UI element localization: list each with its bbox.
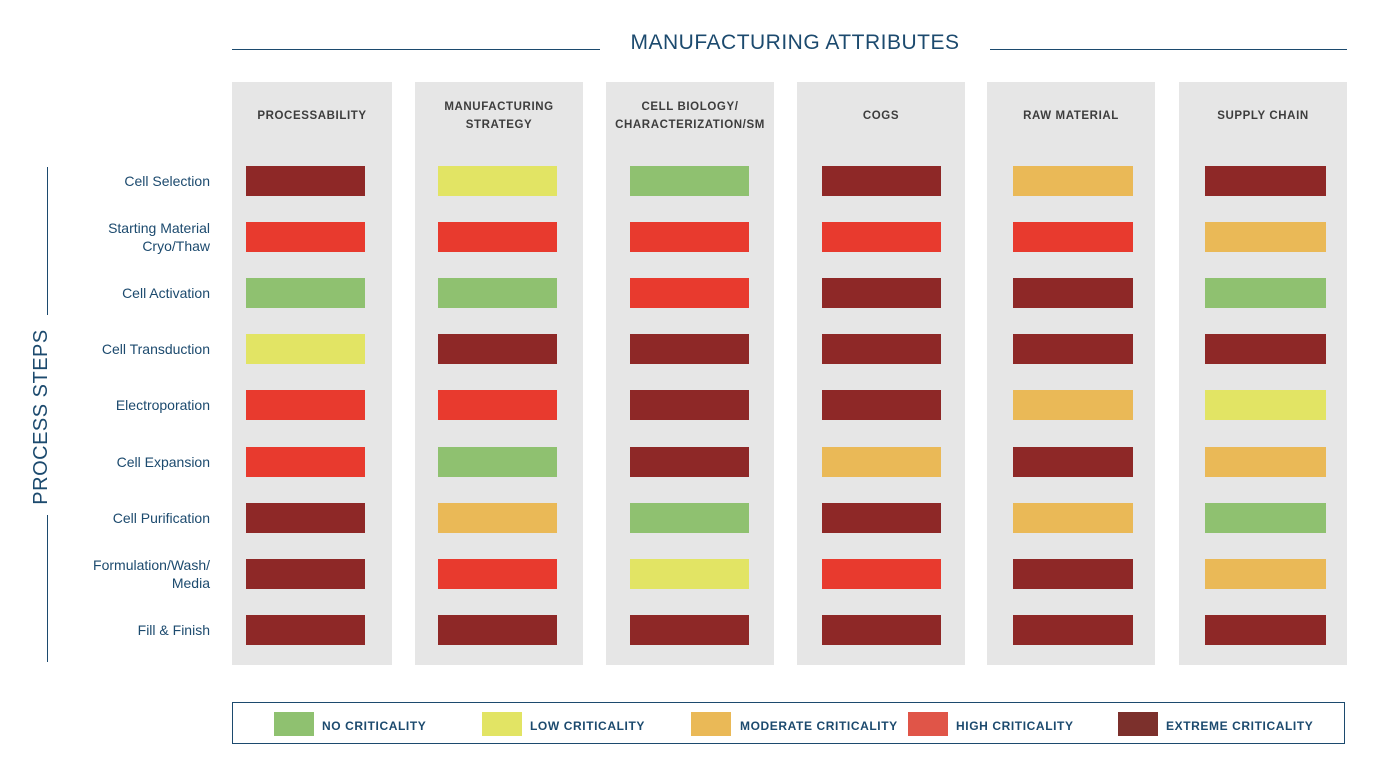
legend-label-extreme: EXTREME CRITICALITY — [1166, 719, 1314, 733]
cell-cell-purification-cell-biology-characterization-sm-no — [630, 503, 749, 533]
cell-formulation-wash-media-cogs-high — [822, 559, 941, 589]
cell-cell-purification-raw-material-moderate — [1013, 503, 1133, 533]
legend-label-low: LOW CRITICALITY — [530, 719, 645, 733]
cell-fill-finish-cogs-extreme — [822, 615, 941, 645]
cell-cell-transduction-cogs-extreme — [822, 334, 941, 364]
cell-cell-activation-supply-chain-no — [1205, 278, 1326, 308]
legend-label-no: NO CRITICALITY — [322, 719, 427, 733]
row-label-starting-material-cryo-thaw: Starting Material Cryo/Thaw — [108, 220, 210, 255]
row-label-cell-expansion: Cell Expansion — [116, 453, 210, 470]
side-rule-bottom — [47, 515, 48, 662]
cell-cell-purification-processability-extreme — [246, 503, 365, 533]
cell-cell-purification-cogs-extreme — [822, 503, 941, 533]
column-header-cogs: COGS — [862, 110, 900, 122]
legend-swatch-moderate — [691, 712, 731, 736]
row-label-cell-purification: Cell Purification — [112, 509, 210, 526]
cell-formulation-wash-media-cell-biology-characterization-sm-low — [630, 559, 749, 589]
cell-cell-expansion-raw-material-extreme — [1013, 447, 1133, 477]
cell-electroporation-cogs-extreme — [822, 390, 941, 420]
cell-cell-expansion-processability-high — [246, 447, 365, 477]
cell-cell-purification-manufacturing-strategy-moderate — [438, 503, 557, 533]
row-label-cell-activation: Cell Activation — [122, 285, 210, 302]
cell-formulation-wash-media-processability-extreme — [246, 559, 365, 589]
legend-label-moderate: MODERATE CRITICALITY — [740, 719, 898, 733]
row-label-cell-transduction: Cell Transduction — [101, 341, 210, 358]
cell-cell-transduction-raw-material-extreme — [1013, 334, 1133, 364]
cell-cell-expansion-manufacturing-strategy-no — [438, 447, 557, 477]
title-rule-left — [232, 49, 615, 50]
cell-formulation-wash-media-manufacturing-strategy-high — [438, 559, 557, 589]
row-label-cell-selection: Cell Selection — [124, 173, 210, 189]
cell-cell-transduction-supply-chain-extreme — [1205, 334, 1326, 364]
legend-swatch-high — [908, 712, 948, 736]
row-label-fill-finish: Fill & Finish — [137, 621, 210, 638]
legend-swatch-extreme — [1118, 712, 1158, 736]
cell-starting-material-cryo-thaw-supply-chain-moderate — [1205, 222, 1326, 252]
cell-electroporation-manufacturing-strategy-high — [438, 390, 557, 420]
column-header-supply-chain: SUPPLY CHAIN — [1217, 110, 1309, 122]
legend-swatch-no — [274, 712, 314, 736]
cell-cell-transduction-cell-biology-characterization-sm-extreme — [630, 334, 749, 364]
cell-fill-finish-manufacturing-strategy-extreme — [438, 615, 557, 645]
legend-label-high: HIGH CRITICALITY — [956, 719, 1074, 733]
side-rule-top — [47, 167, 48, 315]
cell-cell-activation-manufacturing-strategy-no — [438, 278, 557, 308]
cell-fill-finish-supply-chain-extreme — [1205, 615, 1326, 645]
cell-cell-activation-raw-material-extreme — [1013, 278, 1133, 308]
title-rule-right — [977, 49, 1347, 50]
cell-fill-finish-processability-extreme — [246, 615, 365, 645]
cell-fill-finish-raw-material-extreme — [1013, 615, 1133, 645]
cell-formulation-wash-media-supply-chain-moderate — [1205, 559, 1326, 589]
cell-electroporation-supply-chain-low — [1205, 390, 1326, 420]
cell-cell-expansion-cell-biology-characterization-sm-extreme — [630, 447, 749, 477]
row-label-formulation-wash-media: Formulation/Wash/ Media — [93, 556, 210, 591]
cell-cell-selection-manufacturing-strategy-low — [438, 166, 557, 196]
cell-starting-material-cryo-thaw-processability-high — [246, 222, 365, 252]
cell-starting-material-cryo-thaw-manufacturing-strategy-high — [438, 222, 557, 252]
cell-electroporation-processability-high — [246, 390, 365, 420]
chart-title: MANUFACTURING ATTRIBUTES — [600, 31, 990, 55]
legend-swatch-low — [482, 712, 522, 736]
cell-cell-expansion-cogs-moderate — [822, 447, 941, 477]
cell-cell-activation-cogs-extreme — [822, 278, 941, 308]
row-label-electroporation: Electroporation — [115, 397, 210, 414]
cell-electroporation-raw-material-moderate — [1013, 390, 1133, 420]
cell-cell-selection-supply-chain-extreme — [1205, 166, 1326, 196]
legend — [232, 702, 1345, 744]
column-header-manufacturing-strategy: MANUFACTURING STRATEGY — [444, 101, 554, 131]
cell-cell-purification-supply-chain-no — [1205, 503, 1326, 533]
side-title: PROCESS STEPS — [30, 329, 52, 505]
cell-cell-activation-processability-no — [246, 278, 365, 308]
column-header-processability: PROCESSABILITY — [257, 110, 367, 122]
cell-cell-selection-cogs-extreme — [822, 166, 941, 196]
column-header-cell-biology-characterization-sm: CELL BIOLOGY/ CHARACTERIZATION/SM — [615, 101, 765, 131]
cell-cell-selection-cell-biology-characterization-sm-no — [630, 166, 749, 196]
cell-formulation-wash-media-raw-material-extreme — [1013, 559, 1133, 589]
cell-cell-expansion-supply-chain-moderate — [1205, 447, 1326, 477]
cell-electroporation-cell-biology-characterization-sm-extreme — [630, 390, 749, 420]
cell-fill-finish-cell-biology-characterization-sm-extreme — [630, 615, 749, 645]
cell-starting-material-cryo-thaw-cogs-high — [822, 222, 941, 252]
cell-cell-selection-processability-extreme — [246, 166, 365, 196]
cell-cell-activation-cell-biology-characterization-sm-high — [630, 278, 749, 308]
column-header-raw-material: RAW MATERIAL — [1023, 110, 1119, 122]
cell-starting-material-cryo-thaw-cell-biology-characterization-sm-high — [630, 222, 749, 252]
cell-cell-transduction-manufacturing-strategy-extreme — [438, 334, 557, 364]
cell-starting-material-cryo-thaw-raw-material-high — [1013, 222, 1133, 252]
cell-cell-transduction-processability-low — [246, 334, 365, 364]
cell-cell-selection-raw-material-moderate — [1013, 166, 1133, 196]
